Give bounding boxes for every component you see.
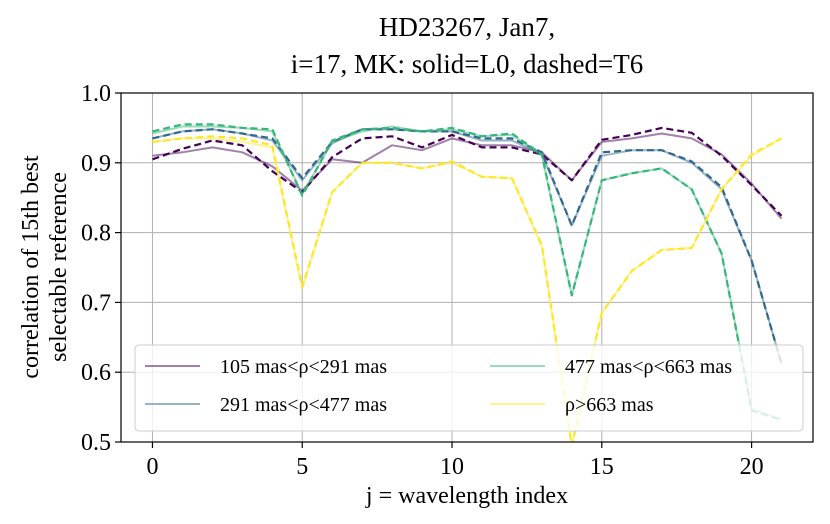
ticks: 0 5 10 15 20 0.5 0.6 0.7 0.8 0.9 1.0	[81, 81, 764, 480]
series-1-dashed-line	[152, 128, 783, 365]
y-tick-label: 0.6	[81, 360, 111, 386]
series-0-dashed-line	[152, 126, 783, 217]
x-tick-label: 20	[740, 454, 764, 480]
y-axis-label-line-1: correlation of 15th best	[18, 155, 44, 379]
series-layer	[152, 123, 783, 442]
series-0-solid-line	[152, 132, 783, 220]
x-axis-label: j = wavelength index	[365, 483, 568, 509]
legend-label-291-477: 291 mas<ρ<477 mas	[220, 394, 387, 416]
y-tick-label: 0.8	[81, 221, 111, 247]
x-tick-label: 0	[146, 454, 158, 480]
y-tick-label: 0.7	[81, 290, 111, 316]
x-tick-label: 5	[296, 454, 308, 480]
chart-title-line-2: i=17, MK: solid=L0, dashed=T6	[291, 49, 643, 79]
series-2-dashed-line	[152, 123, 782, 421]
legend-label-477-663: 477 mas<ρ<663 mas	[565, 356, 732, 378]
legend-label-gt-663: ρ>663 mas	[565, 394, 654, 416]
legend-label-105-291: 105 mas<ρ<291 mas	[220, 356, 387, 378]
series-1-solid-line	[152, 128, 783, 365]
legend-box	[134, 344, 804, 432]
x-tick-label: 15	[590, 454, 614, 480]
y-axis-label-line-2: selectable reference	[46, 172, 72, 362]
chart-title-line-1: HD23267, Jan7,	[379, 12, 555, 42]
y-tick-label: 0.9	[81, 151, 111, 177]
legend: 105 mas<ρ<291 mas 291 mas<ρ<477 mas 477 …	[134, 344, 804, 432]
series-3-solid-line	[152, 137, 783, 442]
x-tick-label: 10	[440, 454, 464, 480]
y-tick-label: 0.5	[81, 430, 111, 456]
series-3-dashed-line	[152, 135, 783, 442]
plot-frame	[120, 92, 814, 443]
y-tick-label: 1.0	[81, 81, 111, 107]
